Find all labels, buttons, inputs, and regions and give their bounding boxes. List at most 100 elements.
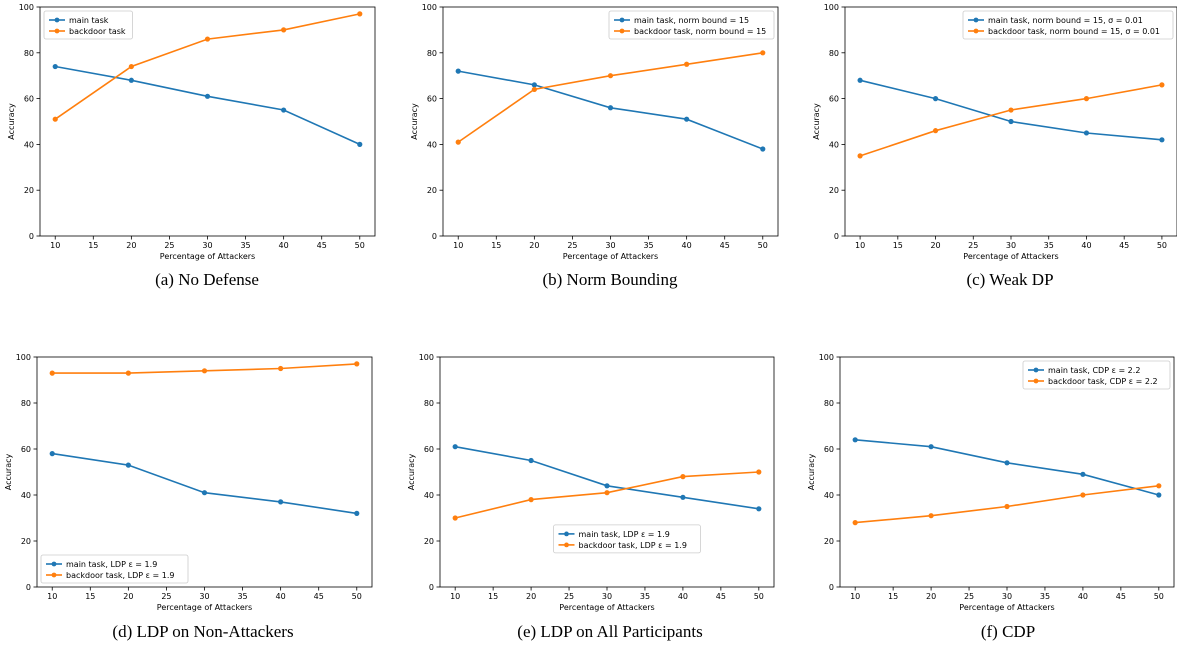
- x-tick-label: 10: [50, 241, 60, 250]
- main-task-line: [455, 445, 759, 510]
- x-tick-label: 45: [1119, 241, 1129, 250]
- x-tick-label: 15: [85, 592, 95, 601]
- backdoor-task-point: [281, 27, 287, 33]
- legend-marker: [619, 28, 625, 34]
- main-task-point: [531, 82, 537, 88]
- main-task-point: [281, 107, 287, 113]
- x-tick-label: 20: [123, 592, 133, 601]
- y-tick-label: 100: [419, 353, 434, 362]
- panel-ldp-all-participants: 0 20 40 60 80 100 10 15 20 25 30 35 40 45 50 Percentage…: [407, 353, 775, 612]
- x-axis-label: Percentage of Attackers: [959, 603, 1054, 612]
- backdoor-task-point: [357, 11, 363, 17]
- caption-f: (f) CDP: [980, 622, 1036, 641]
- legend-backdoor-task-label: backdoor task, LDP ε = 1.9: [66, 571, 174, 580]
- legend: main task, CDP ε = 2.2 backdoor task, CDP…: [1022, 360, 1171, 390]
- x-tick-label: 10: [47, 592, 57, 601]
- x-axis-label: Percentage of Attackers: [157, 603, 252, 612]
- legend-box: [553, 524, 701, 554]
- backdoor-task-point: [760, 50, 766, 56]
- x-tick-label: 15: [491, 241, 501, 250]
- x-tick-label: 45: [1116, 592, 1126, 601]
- y-tick-label: 60: [21, 445, 31, 454]
- x-tick-label: 50: [1157, 241, 1167, 250]
- axes-frame: [442, 6, 779, 237]
- panel-norm-bounding: 0 20 40 60 80 100 10 15 20 25 30 35 40 45 50 Percentage…: [410, 3, 779, 261]
- x-tick-label: 35: [1040, 592, 1050, 601]
- x-tick-label: 20: [526, 592, 536, 601]
- backdoor-task-point: [49, 370, 55, 376]
- y-tick-label: 80: [427, 49, 437, 58]
- main-task-point: [932, 96, 939, 102]
- legend-box: [608, 10, 775, 40]
- y-tick-label: 20: [424, 537, 434, 546]
- x-tick-label: 25: [968, 241, 978, 250]
- main-task-point: [128, 77, 134, 83]
- y-tick-label: 40: [424, 491, 434, 500]
- x-tick-label: 45: [716, 592, 726, 601]
- x-tick-label: 10: [453, 241, 463, 250]
- y-tick-label: 60: [424, 445, 434, 454]
- y-axis-label: Accuracy: [812, 103, 821, 140]
- main-task-point: [52, 63, 58, 70]
- legend: main task, norm bound = 15 backdoor task,…: [608, 10, 775, 40]
- backdoor-task-point: [52, 116, 58, 122]
- x-tick-label: 30: [1006, 241, 1016, 250]
- chart-svg: 0 20 40 60 80 100 10 15 20 25 30 35 40 45 50 Percentage…: [407, 353, 775, 612]
- main-task-point: [49, 451, 55, 457]
- main-task-point: [201, 490, 208, 496]
- legend-marker: [564, 542, 569, 548]
- legend-backdoor-task-label: backdoor task, norm bound = 15, σ = 0.01: [988, 27, 1160, 36]
- x-tick-label: 35: [240, 241, 250, 250]
- backdoor-task-point: [125, 370, 131, 376]
- backdoor-task-point: [932, 128, 939, 134]
- legend: main task backdoor task: [43, 10, 133, 40]
- legend-backdoor-task-label: backdoor task, norm bound = 15: [634, 27, 766, 36]
- main-task-point: [1008, 118, 1014, 125]
- caption-c: (c) Weak DP: [966, 270, 1054, 289]
- backdoor-task-point: [452, 515, 458, 521]
- legend: main task, LDP ε = 1.9 backdoor task, LDP…: [553, 524, 701, 554]
- main-task-point: [1004, 460, 1010, 466]
- legend-marker: [54, 28, 60, 34]
- main-task-point: [857, 77, 863, 83]
- chart-svg: 0 20 40 60 80 100 10 15 20 25 30 35 40 45 50 Percentage…: [807, 353, 1175, 612]
- backdoor-task-point: [278, 365, 284, 372]
- panel-no-defense: 0 20 40 60 80 100 10 15 20 25 30 35 40 45 50 Percentage…: [7, 3, 376, 261]
- x-axis-label: Percentage of Attackers: [563, 252, 658, 261]
- y-axis-label: Accuracy: [7, 103, 16, 140]
- legend-main-task-label: main task, LDP ε = 1.9: [579, 530, 670, 539]
- y-tick-label: 80: [824, 399, 834, 408]
- backdoor-task-point: [684, 61, 690, 67]
- backdoor-task-point: [1008, 107, 1014, 113]
- x-tick-label: 30: [1002, 592, 1012, 601]
- axes-frame: [839, 356, 1175, 588]
- backdoor-task-point: [680, 474, 686, 480]
- panel-ldp-non-attackers: 0 20 40 60 80 100 10 15 20 25 30 35 40 45 50 Percentage…: [4, 353, 373, 612]
- backdoor-task-line: [457, 52, 763, 143]
- legend-backdoor-task-label: backdoor task, CDP ε = 2.2: [1048, 377, 1158, 386]
- y-axis-label: Accuracy: [807, 453, 816, 490]
- y-tick-label: 20: [24, 186, 34, 195]
- x-tick-label: 30: [199, 592, 209, 601]
- x-tick-label: 20: [529, 241, 539, 250]
- backdoor-task-point: [204, 36, 211, 42]
- legend-backdoor-task-label: backdoor task: [69, 27, 126, 36]
- chart-svg: 0 20 40 60 80 100 10 15 20 25 30 35 40 45 50 Percentage…: [4, 353, 373, 612]
- backdoor-task-point: [1159, 82, 1165, 88]
- legend-box: [43, 10, 133, 40]
- y-tick-label: 20: [427, 186, 437, 195]
- y-axis-label: Accuracy: [4, 453, 13, 490]
- y-tick-label: 0: [26, 583, 31, 592]
- legend-marker: [1033, 378, 1039, 384]
- backdoor-task-point: [528, 497, 534, 503]
- y-tick-label: 40: [824, 491, 834, 500]
- backdoor-task-point: [756, 469, 762, 475]
- y-tick-label: 40: [21, 491, 31, 500]
- x-tick-label: 45: [314, 592, 324, 601]
- x-tick-label: 15: [888, 592, 898, 601]
- legend-main-task-label: main task, CDP ε = 2.2: [1048, 366, 1140, 375]
- panel-weak-dp: 0 20 40 60 80 100 10 15 20 25 30 35 40 45 50 Percentage…: [812, 3, 1177, 261]
- legend-main-task-label: main task: [69, 16, 109, 25]
- y-tick-label: 60: [427, 95, 437, 104]
